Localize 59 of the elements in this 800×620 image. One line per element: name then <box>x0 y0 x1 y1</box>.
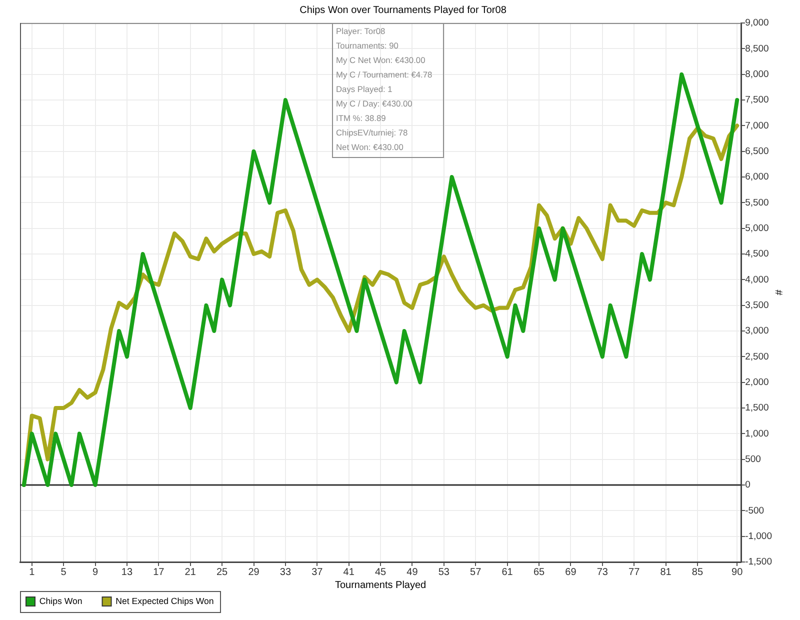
x-tick-label: 77 <box>628 566 640 578</box>
x-tick-label: 13 <box>121 566 133 578</box>
y-tick-label: 8,500 <box>745 43 769 54</box>
x-tick-label: 49 <box>406 566 418 578</box>
y-tick-label: 0 <box>745 480 750 491</box>
y-tick-label: 500 <box>745 454 761 465</box>
y-tick-label: 4,500 <box>745 248 769 260</box>
y-tick-label: 5,000 <box>745 222 769 234</box>
legend-label: Chips Won <box>39 596 82 606</box>
annotation: Net Won: €430.00 <box>336 142 404 152</box>
y-tick-label: -1,000 <box>745 530 772 542</box>
x-tick-label: 61 <box>502 566 514 578</box>
y-tick-label: 8,000 <box>745 68 769 80</box>
annotation: My C / Day: €430.00 <box>336 98 413 108</box>
x-tick-label: 37 <box>312 566 324 578</box>
x-tick-label: 73 <box>596 566 608 578</box>
y-tick-label: 9,000 <box>745 18 769 29</box>
y-tick-label: 2,000 <box>745 376 769 388</box>
y-tick-label: 5,500 <box>745 197 769 208</box>
x-tick-label: 17 <box>153 566 165 578</box>
y-tick-label: 1,500 <box>745 402 769 414</box>
y-tick-label: 3,000 <box>745 326 769 337</box>
y-axis-title: # <box>772 290 784 296</box>
y-tick-label: 3,500 <box>745 300 769 311</box>
y-tick-label: 6,000 <box>745 172 769 183</box>
y-tick-label: 2,500 <box>745 351 769 362</box>
annotation: My C / Tournament: €4.78 <box>336 69 433 80</box>
x-tick-label: 85 <box>692 566 704 578</box>
chart-title: Chips Won over Tournaments Played for Tor08 <box>300 4 507 16</box>
x-tick-label: 90 <box>732 566 744 578</box>
annotation: Tournaments: 90 <box>336 40 399 50</box>
y-tick-label: 7,500 <box>745 94 769 106</box>
x-tick-label: 29 <box>248 566 260 578</box>
x-tick-label: 53 <box>438 566 450 578</box>
y-tick-label: -500 <box>745 505 764 516</box>
x-tick-label: 25 <box>216 566 228 578</box>
annotation: ITM %: 38.89 <box>336 112 386 123</box>
y-tick-label: 7,000 <box>745 120 769 132</box>
x-tick-label: 69 <box>565 566 577 578</box>
annotation: My C Net Won: €430.00 <box>336 54 426 65</box>
annotation: Player: Tor08 <box>336 26 386 36</box>
x-tick-label: 21 <box>184 566 196 578</box>
x-tick-label: 1 <box>29 566 36 578</box>
annotation: ChipsEV/turniej: 78 <box>336 127 408 138</box>
x-tick-label: 5 <box>60 566 67 578</box>
x-tick-label: 45 <box>374 566 387 578</box>
y-tick-label: -1,500 <box>745 556 772 568</box>
x-tick-label: 9 <box>92 566 98 578</box>
x-tick-label: 41 <box>343 566 355 578</box>
legend-label: Net Expected Chips Won <box>116 596 214 606</box>
annotation: Days Played: 1 <box>336 84 393 94</box>
x-tick-label: 33 <box>280 566 292 578</box>
y-tick-label: 4,000 <box>745 274 769 286</box>
y-tick-label: 1,000 <box>745 428 769 440</box>
x-tick-label: 65 <box>533 566 546 578</box>
y-tick-label: 6,500 <box>745 146 769 157</box>
x-axis-title: Tournaments Played <box>334 580 426 591</box>
x-tick-label: 81 <box>660 566 672 578</box>
x-tick-label: 57 <box>470 566 482 578</box>
